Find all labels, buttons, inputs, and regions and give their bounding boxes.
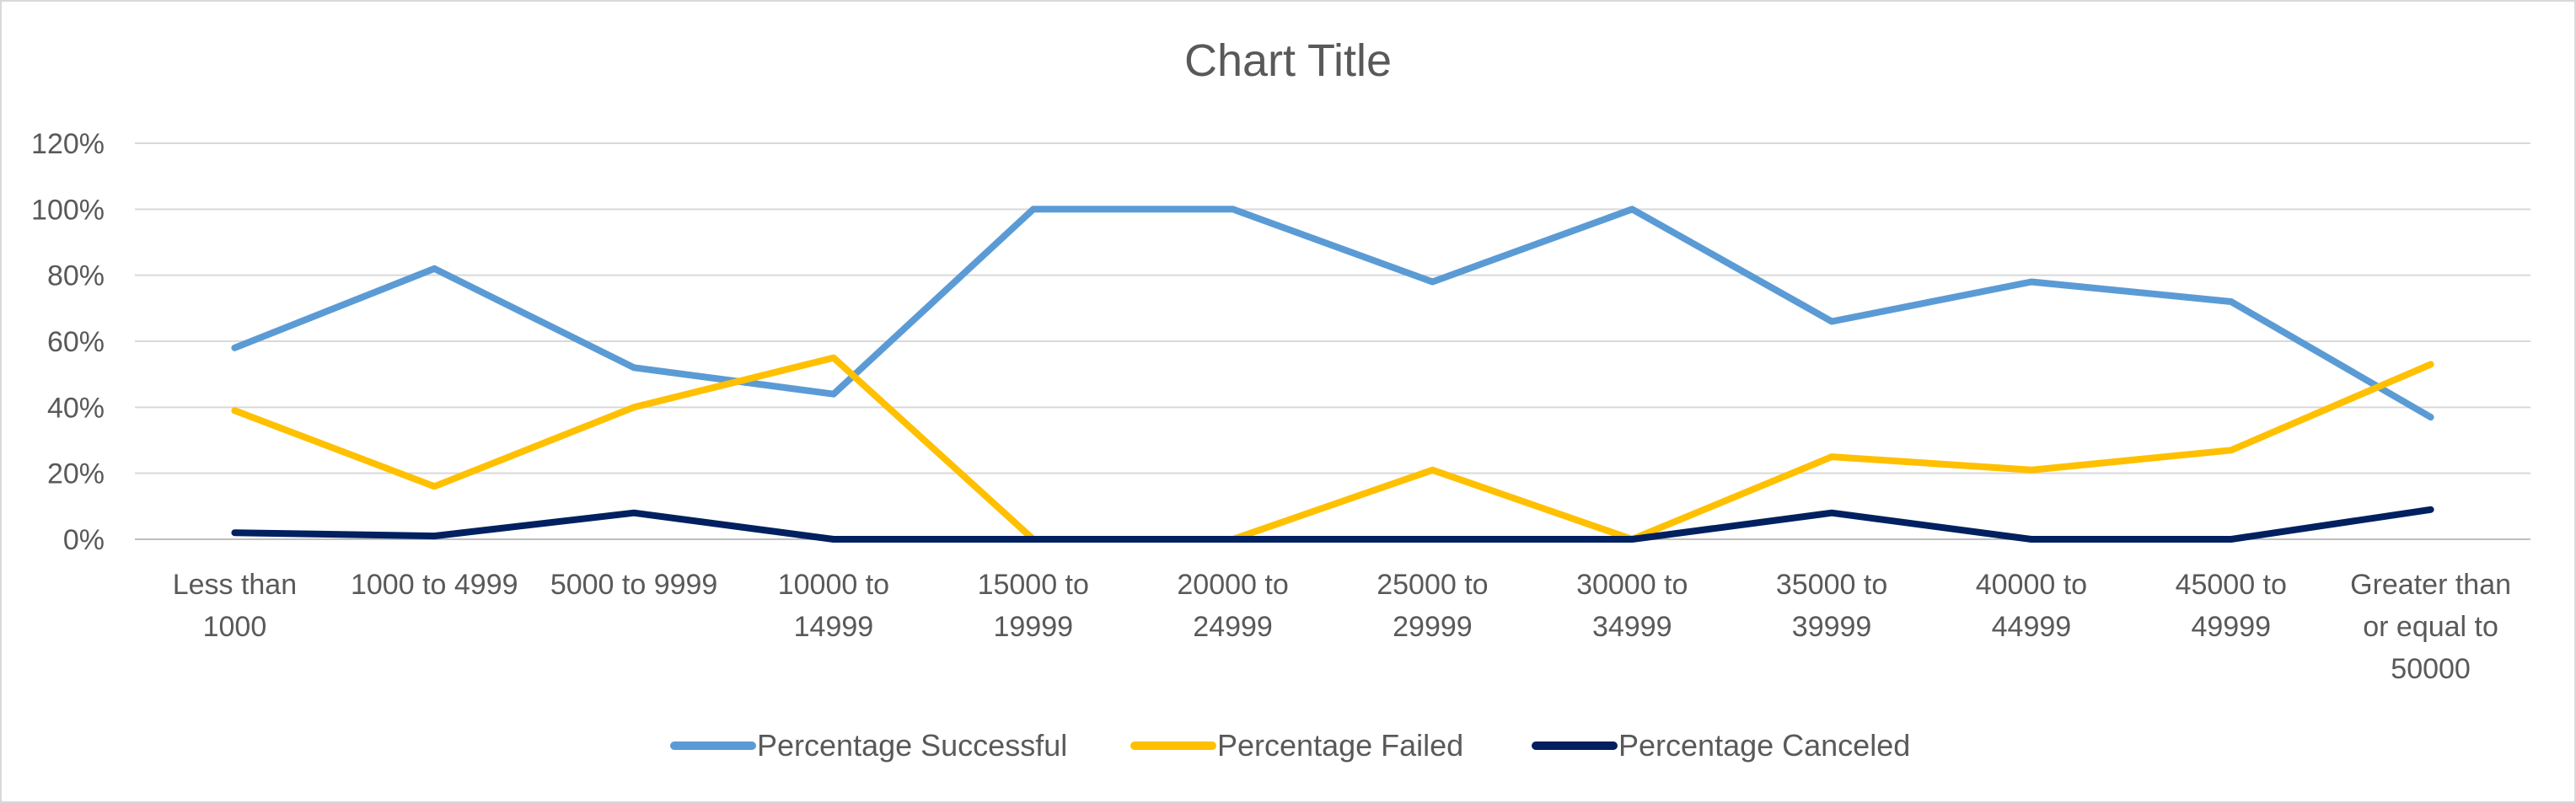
x-tick-label: Less than 1000 <box>173 569 297 643</box>
x-tick-label: 15000 to 19999 <box>978 569 1089 643</box>
x-tick-label: 1000 to 4999 <box>351 569 518 601</box>
y-tick-label: 100% <box>31 194 105 226</box>
y-tick-label: 20% <box>47 458 105 490</box>
legend: Percentage Successful Percentage Failed Pe… <box>670 728 1910 763</box>
x-axis-tick-labels: Less than 1000 1000 to 4999 5000 to 9999 100… <box>173 569 2511 685</box>
x-tick-label: 30000 to 34999 <box>1576 569 1688 643</box>
chart-title: Chart Title <box>1184 35 1392 86</box>
x-tick-label: 35000 to 39999 <box>1776 569 1887 643</box>
x-tick-label: 40000 to 44999 <box>1976 569 2087 643</box>
series-line-1 <box>231 206 2434 421</box>
y-tick-label: 0% <box>63 524 105 556</box>
x-tick-label: Greater than or equal to 50000 <box>2350 569 2511 685</box>
x-tick-label: 5000 to 9999 <box>550 569 718 601</box>
series-line-3 <box>231 506 2434 543</box>
y-tick-label: 40% <box>47 392 105 424</box>
y-tick-label: 80% <box>47 260 105 292</box>
x-tick-label: 25000 to 29999 <box>1377 569 1488 643</box>
series-lines <box>231 206 2434 543</box>
gridlines <box>135 142 2530 540</box>
y-tick-label: 120% <box>31 128 105 160</box>
y-tick-label: 60% <box>47 326 105 358</box>
y-axis-tick-labels: 0% 20% 40% 60% 80% 100% 120% <box>31 128 105 556</box>
x-tick-label: 20000 to 24999 <box>1177 569 1288 643</box>
series-line-2 <box>231 354 2434 543</box>
x-tick-label: 10000 to 14999 <box>778 569 889 643</box>
legend-label: Percentage Canceled <box>1618 728 1910 763</box>
legend-label: Percentage Successful <box>757 728 1067 763</box>
x-tick-label: 45000 to 49999 <box>2176 569 2287 643</box>
legend-label: Percentage Failed <box>1217 728 1463 763</box>
